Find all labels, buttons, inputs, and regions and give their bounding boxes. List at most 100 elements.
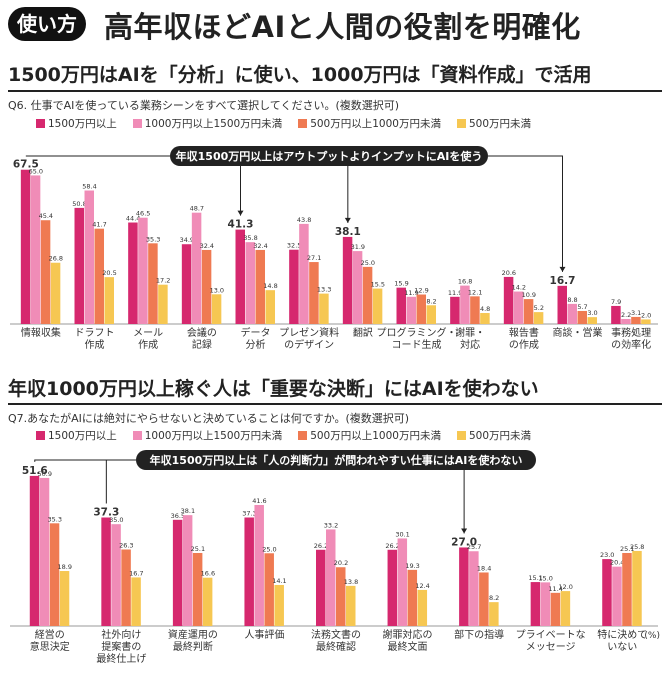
legend-swatch — [36, 431, 45, 440]
data-label: 2.0 — [641, 311, 651, 319]
category-label-line: 社外向け — [101, 628, 141, 641]
category-label: 謝罪対応の最終文面 — [383, 628, 433, 653]
data-label: 25.8 — [630, 543, 644, 551]
data-label: 38.1 — [181, 507, 195, 515]
data-label: 13.3 — [317, 286, 331, 294]
chart1-q6-bar-chart: 年収1500万円以上はアウトプットよりインプットにAIを使う 67.565.0 45… — [10, 146, 658, 351]
callout-text: 年収1500万円以上はアウトプットよりインプットにAIを使う — [176, 149, 483, 163]
bar — [244, 517, 254, 626]
bar — [587, 317, 597, 324]
data-label: 32.5 — [287, 242, 301, 250]
legend-label: 500万円以上1000万円未満 — [310, 118, 441, 130]
data-label: 15.5 — [371, 281, 385, 289]
category-label-line: 分析 — [246, 338, 266, 351]
data-label: 37.3 — [242, 509, 256, 517]
bar — [426, 305, 436, 324]
category-label: 部下の指導 — [454, 628, 504, 641]
bar — [362, 266, 373, 324]
category-label-line: 報告書 — [509, 326, 539, 339]
bar — [49, 523, 60, 626]
category-label: ドラフト作成 — [75, 327, 115, 351]
category-label: プレゼン資料のデザイン — [279, 326, 339, 351]
data-label: 25.0 — [262, 545, 276, 553]
data-label: 27.0 — [451, 536, 477, 548]
bar — [192, 552, 203, 626]
data-label: 30.1 — [395, 530, 409, 538]
bar — [346, 585, 356, 626]
bar — [503, 276, 514, 324]
bar — [621, 318, 631, 324]
category-label-line: メッセージ — [526, 641, 576, 653]
data-label: 50.9 — [38, 470, 52, 478]
category-label: 社外向け提案書の最終仕上げ — [96, 628, 146, 665]
legend-swatch — [456, 431, 466, 440]
bar — [387, 549, 398, 626]
data-label: 11.9 — [448, 289, 462, 297]
data-label: 13.0 — [210, 286, 224, 294]
data-label: 32.4 — [253, 242, 267, 250]
category-label-line: 記録 — [192, 338, 212, 351]
data-label: 16.8 — [458, 278, 472, 286]
legend-label: 500万円未満 — [468, 430, 531, 442]
bar — [128, 222, 138, 324]
legend-item: 500万円以上1000万円未満 — [298, 116, 441, 131]
data-label: 3.1 — [631, 309, 641, 317]
data-label: 41.7 — [92, 221, 106, 229]
data-label: 26.3 — [119, 541, 133, 549]
bar — [397, 538, 408, 626]
category-label-line: 提案書の — [101, 640, 141, 653]
bar — [469, 551, 479, 626]
legend-item: 500万円以上1000万円未満 — [298, 428, 441, 443]
bar — [211, 294, 222, 324]
category-label-line: 部下の指導 — [454, 628, 504, 641]
data-label: 12.1 — [468, 288, 482, 296]
category-label-line: 最終仕上げ — [96, 652, 146, 665]
bar — [316, 549, 326, 626]
data-label: 26.2 — [314, 542, 328, 550]
data-label: 8.8 — [567, 296, 577, 304]
bar — [336, 567, 346, 626]
bar — [138, 217, 148, 324]
bar — [309, 262, 319, 324]
data-label: 11.4 — [548, 585, 562, 593]
bar — [30, 175, 41, 324]
data-label: 36.5 — [171, 512, 185, 520]
bar — [201, 249, 212, 324]
category-label-line: 謝罪・ — [455, 326, 485, 339]
bar — [59, 571, 70, 626]
bar — [299, 223, 309, 324]
category-label-line: 最終判断 — [173, 640, 213, 653]
data-label: 15.0 — [538, 574, 552, 582]
bar — [131, 577, 141, 626]
bar — [557, 285, 567, 324]
category-label-line: 作成 — [85, 339, 105, 351]
data-label: 38.1 — [335, 226, 361, 238]
category-label-line: のデザイン — [284, 338, 334, 351]
data-label: 67.5 — [13, 159, 39, 171]
data-label: 65.0 — [29, 167, 43, 175]
category-label-line: データ — [241, 326, 271, 339]
bar — [479, 572, 489, 626]
callout-arrowhead — [344, 217, 351, 223]
data-label: 37.3 — [93, 506, 119, 518]
bar — [631, 316, 641, 324]
data-label: 3.0 — [587, 309, 597, 317]
bar — [191, 212, 202, 324]
chart1-legend: 1500万円以上 1000万円以上1500万円未満 500万円以上1000万円未… — [36, 116, 531, 131]
category-label: 報告書の作成 — [509, 326, 539, 351]
bar — [274, 584, 284, 626]
data-label: 25.1 — [191, 545, 205, 553]
data-label: 31.9 — [351, 243, 365, 251]
category-label-line: 意思決定 — [30, 640, 70, 653]
q6-question: Q6. 仕事でAIを使っている業務シーンをすべて選択してください。(複数選択可) — [8, 99, 400, 112]
category-label: 翻訳 — [353, 326, 373, 339]
section2-title: 年収1000万円以上稼ぐ人は「重要な決断」にはAIを使わない — [8, 378, 539, 400]
bar — [20, 169, 31, 324]
data-label: 35.0 — [109, 516, 123, 524]
header: 使い方 高年収ほどAIと人間の役割を明確化 — [0, 0, 670, 50]
data-label: 41.6 — [252, 497, 266, 505]
bar — [567, 303, 577, 324]
data-label: 35.3 — [48, 515, 62, 523]
bar — [121, 549, 131, 626]
category-label-line: コード生成 — [392, 338, 442, 351]
